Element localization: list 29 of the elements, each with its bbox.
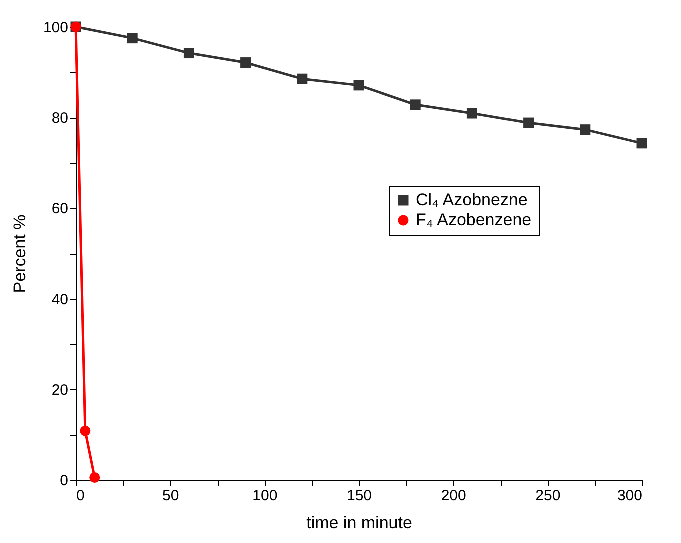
point — [184, 48, 194, 59]
x-tick-label: 250 — [536, 488, 561, 504]
y-tick-label: 40 — [52, 291, 68, 308]
point — [127, 33, 138, 44]
point — [636, 138, 648, 149]
x-axis-title: time in minute — [306, 514, 412, 532]
legend-label: Cl₄ Azobnezne — [416, 190, 528, 210]
point — [354, 80, 364, 91]
legend-label: F₄ Azobenzene — [416, 210, 532, 230]
y-tick-label: 80 — [52, 110, 68, 128]
point — [90, 472, 100, 483]
x-tick-label: 300 — [617, 488, 642, 504]
x-tick-label: 50 — [162, 488, 180, 504]
point — [466, 108, 478, 119]
point — [240, 58, 252, 68]
y-tick-label: 0 — [60, 472, 68, 490]
point — [80, 426, 91, 436]
point — [524, 118, 534, 128]
point — [410, 100, 421, 110]
y-tick-label: 60 — [52, 200, 68, 218]
point — [580, 124, 591, 136]
point — [297, 74, 308, 84]
x-tick-label: 200 — [441, 488, 466, 504]
y-tick-label: 100 — [43, 20, 68, 36]
x-tick-label: 150 — [346, 488, 372, 504]
y-axis-title: Percent % — [10, 214, 30, 294]
y-tick-label: 20 — [52, 382, 68, 399]
x-tick-label: 100 — [252, 488, 278, 504]
x-tick-label: 0 — [76, 488, 85, 504]
